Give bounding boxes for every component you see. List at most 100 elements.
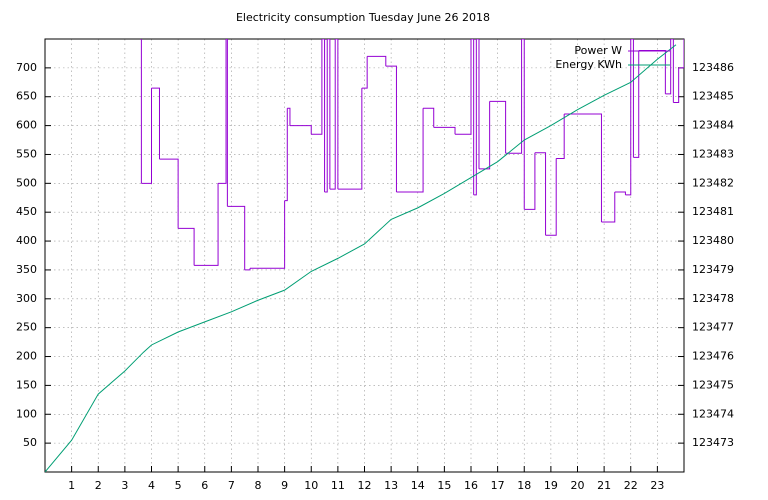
- power-step: [218, 39, 227, 184]
- energy-line: [45, 44, 677, 472]
- y2-tick-label: 123479: [692, 263, 734, 276]
- power-step: [433, 126, 456, 135]
- y-tick-label: 600: [16, 119, 37, 132]
- power-step: [601, 191, 616, 223]
- power-step: [287, 107, 291, 126]
- power-step: [564, 113, 602, 223]
- x-tick-label: 12: [358, 479, 372, 492]
- y2-tick-label: 123477: [692, 321, 734, 334]
- y2-tick-label: 123475: [692, 378, 734, 391]
- power-step: [476, 39, 480, 169]
- power-step: [630, 39, 634, 158]
- power-step: [311, 39, 323, 135]
- y2-tick-label: 123481: [692, 205, 734, 218]
- y2-tick-label: 123483: [692, 147, 734, 160]
- x-tick-label: 21: [597, 479, 611, 492]
- power-step: [140, 39, 142, 184]
- y-tick-label: 500: [16, 176, 37, 189]
- power-step: [678, 39, 684, 69]
- power-step: [194, 183, 219, 266]
- power-step: [244, 268, 251, 271]
- power-step: [455, 39, 472, 135]
- x-tick-label: 23: [650, 479, 664, 492]
- power-step: [633, 50, 640, 158]
- y-tick-label: 50: [23, 436, 37, 449]
- x-tick-label: 3: [121, 479, 128, 492]
- power-step: [321, 39, 326, 192]
- power-step: [329, 39, 336, 190]
- power-step: [226, 39, 228, 207]
- x-tick-label: 9: [281, 479, 288, 492]
- y-tick-label: 700: [16, 61, 37, 74]
- x-tick-label: 19: [544, 479, 558, 492]
- x-tick-label: 7: [228, 479, 235, 492]
- power-step: [159, 158, 179, 229]
- chart-title: Electricity consumption Tuesday June 26 …: [236, 11, 490, 24]
- power-step: [250, 200, 286, 269]
- power-step: [324, 39, 328, 193]
- power-step: [625, 39, 632, 196]
- x-tick-label: 4: [148, 479, 155, 492]
- x-tick-label: 14: [411, 479, 425, 492]
- power-step: [327, 39, 331, 190]
- legend-label: Energy KWh: [555, 58, 622, 71]
- y2-tick-label: 123476: [692, 350, 734, 363]
- y2-tick-label: 123480: [692, 234, 734, 247]
- x-tick-label: 1: [68, 479, 75, 492]
- y-tick-label: 200: [16, 350, 37, 363]
- y-tick-label: 550: [16, 147, 37, 160]
- power-step: [521, 39, 525, 210]
- power-step: [361, 56, 368, 89]
- power-step: [614, 191, 626, 195]
- power-step: [178, 227, 195, 266]
- plot-frame: [44, 38, 685, 473]
- power-step: [665, 39, 672, 95]
- power-step: [524, 152, 536, 210]
- y-tick-label: 100: [16, 407, 37, 420]
- x-tick-label: 20: [571, 479, 585, 492]
- power-step: [151, 87, 160, 160]
- y2-tick-label: 123486: [692, 61, 734, 74]
- x-tick-label: 2: [95, 479, 102, 492]
- y2-tick-label: 123484: [692, 119, 734, 132]
- y-tick-label: 400: [16, 234, 37, 247]
- y-tick-label: 250: [16, 321, 37, 334]
- power-step: [367, 55, 387, 67]
- y-tick-label: 350: [16, 263, 37, 276]
- power-step: [489, 100, 507, 154]
- power-step: [141, 88, 152, 184]
- y2-tick-label: 123482: [692, 176, 734, 189]
- power-step: [385, 65, 397, 192]
- plot-area: [45, 39, 684, 472]
- power-step: [478, 101, 491, 170]
- power-step: [545, 158, 557, 236]
- power-step: [423, 107, 435, 128]
- y-tick-label: 150: [16, 378, 37, 391]
- y-tick-label: 300: [16, 292, 37, 305]
- x-tick-label: 8: [255, 479, 262, 492]
- power-step: [227, 205, 246, 270]
- x-tick-label: 16: [464, 479, 478, 492]
- x-tick-label: 11: [331, 479, 345, 492]
- power-step: [396, 108, 424, 193]
- power-step: [673, 67, 680, 104]
- x-tick-label: 5: [175, 479, 182, 492]
- power-step: [284, 108, 288, 202]
- y2-tick-label: 123478: [692, 292, 734, 305]
- x-tick-label: 22: [624, 479, 638, 492]
- y-tick-label: 450: [16, 205, 37, 218]
- x-tick-label: 15: [437, 479, 451, 492]
- power-step: [289, 125, 312, 135]
- power-step: [670, 39, 674, 103]
- x-tick-label: 18: [517, 479, 531, 492]
- y-tick-label: 650: [16, 90, 37, 103]
- power-step: [505, 39, 523, 154]
- power-step: [337, 88, 363, 190]
- y2-tick-label: 123485: [692, 90, 734, 103]
- power-step: [471, 39, 475, 195]
- x-tick-label: 17: [491, 479, 505, 492]
- power-step: [473, 39, 477, 196]
- power-step: [556, 114, 565, 160]
- legend-label: Power W: [574, 44, 622, 57]
